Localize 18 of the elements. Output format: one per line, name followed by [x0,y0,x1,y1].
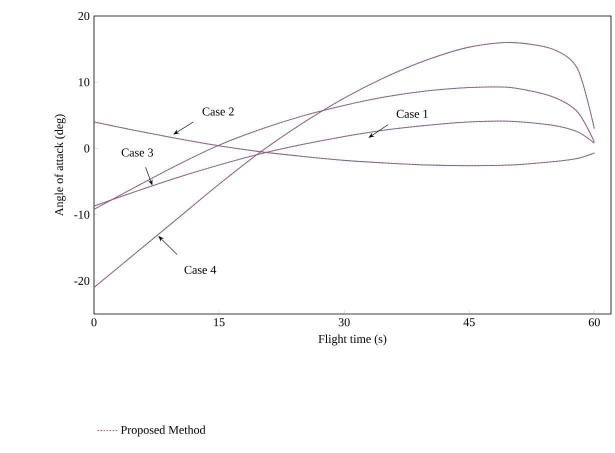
y-tick-label: -20 [74,276,90,285]
annotation: Case 1 [396,110,428,118]
y-tick-label: 0 [84,144,90,152]
annotation: Case 2 [202,108,234,116]
annotation: Case 3 [122,148,154,157]
annotation: Case 4 [184,266,216,274]
y-axis-title: Angle of attack (deg) [54,114,66,216]
y-tick-label: 20 [78,12,90,20]
x-tick-label: 30 [338,318,350,326]
x-tick-label: 15 [214,318,225,326]
x-tick-label: 60 [588,318,600,326]
x-tick-label: 45 [463,318,475,326]
x-tick-label: 0 [91,318,97,326]
x-axis-title: Flight time (s) [318,334,386,346]
legend-label: Proposed Method [120,425,206,436]
line-series [94,42,595,288]
y-tick-label: -10 [74,210,90,219]
y-tick-label: 10 [78,78,90,86]
